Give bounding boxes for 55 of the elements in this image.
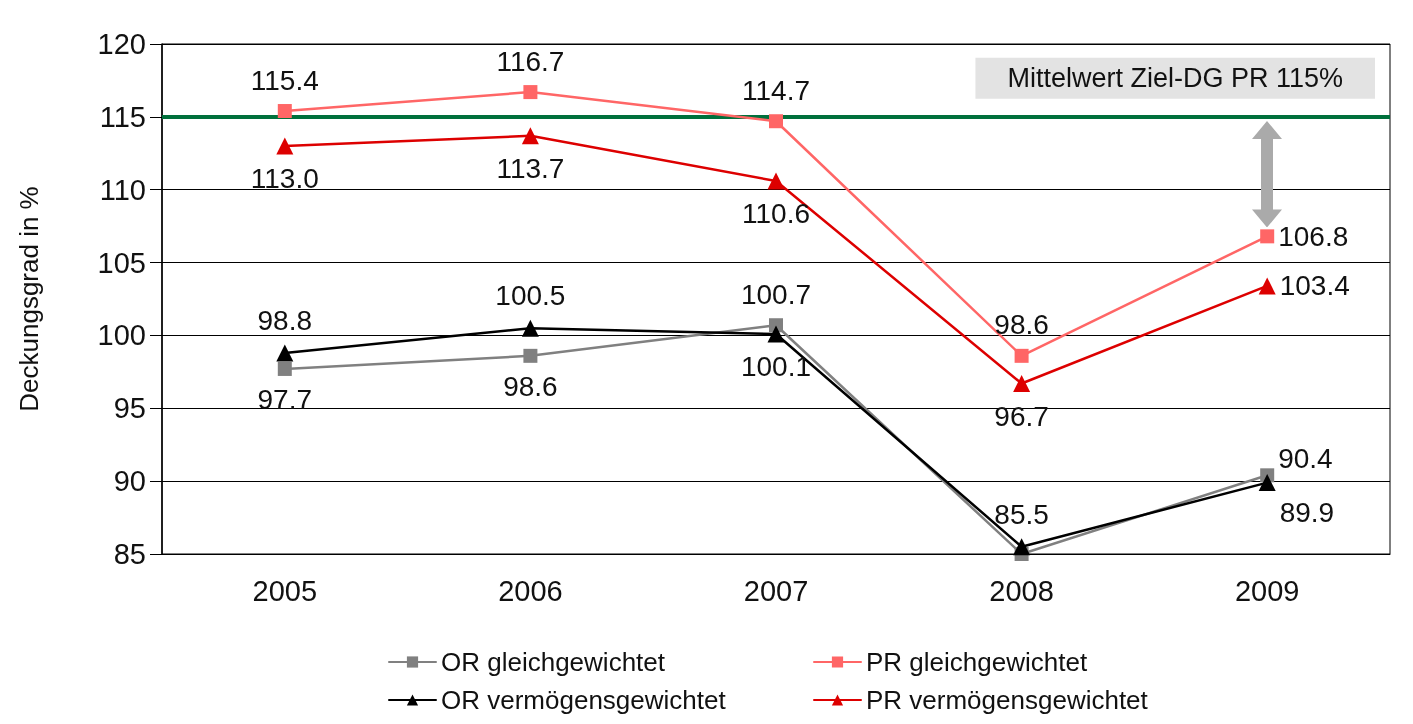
legend-label: OR vermögensgewichtet <box>441 685 727 715</box>
legend-label: OR gleichgewichtet <box>441 647 666 677</box>
point <box>277 104 292 119</box>
y-tick-label: 85 <box>113 538 146 570</box>
y-axis-title: Deckungsgrad in % <box>14 186 44 412</box>
data-label: 106.8 <box>1278 220 1349 252</box>
legend-label: PR vermögensgewichtet <box>866 685 1149 715</box>
data-label: 97.7 <box>257 384 313 416</box>
data-label: 113.7 <box>496 152 565 184</box>
point <box>1014 348 1029 363</box>
data-label: 100.5 <box>495 280 566 312</box>
legend-label: PR gleichgewichtet <box>866 647 1088 677</box>
data-label: 98.6 <box>503 371 558 403</box>
data-label: 89.9 <box>1279 497 1335 529</box>
y-tick-label: 120 <box>97 28 146 60</box>
data-label: 110.6 <box>742 197 810 229</box>
point <box>521 127 539 145</box>
x-tick-label: 2009 <box>1234 574 1300 607</box>
y-tick-label: 90 <box>113 465 146 498</box>
data-label: 103.4 <box>1279 270 1350 302</box>
x-tick-label: 2008 <box>989 574 1054 607</box>
point <box>767 172 785 190</box>
y-tick-label: 105 <box>97 246 146 279</box>
data-label: 90.4 <box>1278 442 1333 474</box>
data-label: 85.5 <box>994 498 1049 530</box>
x-tick-label: 2005 <box>252 574 318 607</box>
data-label: 98.8 <box>257 304 313 336</box>
point <box>769 114 783 129</box>
point <box>276 344 294 362</box>
data-label: 98.6 <box>994 309 1049 341</box>
x-tick-label: 2007 <box>743 574 809 607</box>
x-tick-label: 2006 <box>498 574 563 607</box>
y-tick-label: 115 <box>99 100 146 133</box>
point <box>1013 375 1031 393</box>
point <box>767 325 785 343</box>
data-label: 100.1 <box>740 350 812 382</box>
point <box>276 137 294 155</box>
point <box>1258 277 1276 295</box>
point <box>1258 474 1276 492</box>
data-label: 115.4 <box>250 64 319 96</box>
point <box>1260 229 1275 244</box>
data-label: 116.7 <box>496 45 565 77</box>
point <box>523 348 538 363</box>
point <box>521 319 539 337</box>
point <box>1013 538 1031 556</box>
y-tick-label: 100 <box>97 319 146 352</box>
data-label: 113.0 <box>250 163 319 194</box>
y-tick-label: 110 <box>99 173 146 206</box>
ref-line-label: Mittelwert Ziel-DG PR 115% <box>1007 63 1343 94</box>
data-label: 114.7 <box>742 74 810 106</box>
point <box>523 85 538 100</box>
data-label: 100.7 <box>740 278 812 310</box>
point <box>277 361 292 376</box>
y-tick-label: 95 <box>113 392 146 425</box>
data-label: 96.7 <box>994 400 1049 432</box>
